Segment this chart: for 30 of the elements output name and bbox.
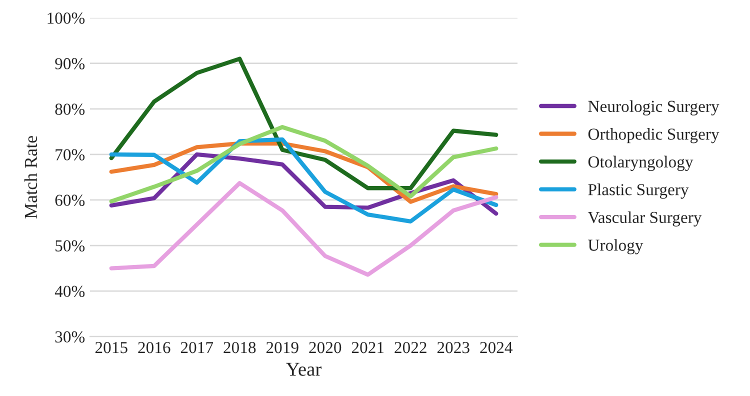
x-tick-label: 2019 [266,342,298,354]
y-tick-label: 90% [55,58,85,70]
line-series [109,125,498,204]
line-series [109,56,498,190]
x-tick-label: 2015 [95,342,128,354]
x-tick-label: 2021 [352,342,384,354]
y-tick-label: 70% [56,149,85,160]
legend-label: Neurologic Surgery [588,100,720,116]
legend-label: Plastic Surgery [588,184,689,199]
x-tick-label: 2020 [309,342,342,354]
x-tick-label: 2022 [394,342,426,354]
line-series [109,137,498,224]
x-tick-label: 2016 [138,342,170,354]
legend-label: Vascular Surgery [588,211,702,226]
y-tick-label: 80% [55,104,85,115]
y-tick-label: 100% [48,12,85,24]
x-tick-label: 2017 [180,342,214,354]
x-tick-label: 2023 [437,342,470,354]
y-tick-label: 50% [56,240,85,252]
x-tick-label: 2018 [224,342,256,354]
legend-label: Urology [588,239,644,254]
line-series [109,181,498,277]
x-axis-title: Year [286,362,322,376]
y-tick-label: 30% [55,331,85,343]
legend-label: Orthopedic Surgery [588,128,720,144]
x-tick-label: 2024 [480,342,513,354]
legend-label: Otolaryngology [588,156,694,171]
y-tick-label: 60% [55,194,85,206]
y-tick-label: 40% [54,286,85,298]
y-axis-title: Match Rate [24,136,38,219]
